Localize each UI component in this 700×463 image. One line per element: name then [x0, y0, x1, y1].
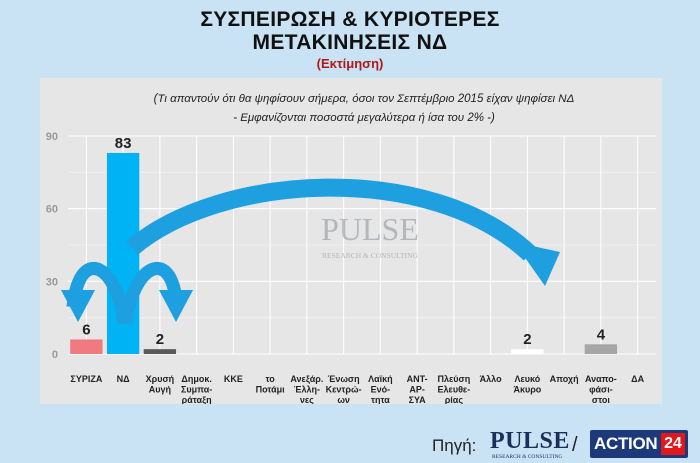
footer: Πηγή: PULSE RESEARCH & CONSULTING / ACTI… — [0, 412, 700, 463]
x-tick-label-line: Συμπα- — [181, 385, 212, 395]
data-label: 4 — [597, 326, 606, 343]
x-tick-label-line: νες — [300, 395, 314, 404]
x-tick-label-line: τητα — [371, 395, 390, 404]
x-tick-label-line: Κεντρώ- — [326, 385, 362, 395]
x-tick-label-line: ΣΥΑ — [409, 395, 427, 404]
x-tick-label: ΔΑ — [631, 374, 644, 384]
x-tick-label: Αποχή — [550, 374, 579, 384]
x-tick-label: ΣΥΡΙΖΑ — [70, 374, 102, 384]
source-label: Πηγή: — [432, 436, 477, 455]
x-tick-label: ΑΝΤ-ΑΡ-ΣΥΑ — [407, 374, 428, 404]
chart-subtitle: (Εκτίμηση) — [316, 56, 384, 71]
x-tick-label-line: ράταξη — [182, 395, 212, 404]
x-tick-label-line: στοι — [592, 395, 610, 404]
x-tick-label-line: Αναπο- — [585, 374, 617, 384]
x-tick-label-line: Πλεύση — [438, 374, 471, 384]
x-tick-label-line: Έλλη- — [294, 385, 320, 395]
watermark-tag: RESEARCH & CONSULTING — [322, 251, 419, 260]
x-tick-label-line: Ποτάμι — [256, 385, 286, 395]
arrow-to-golden-dawn — [119, 262, 183, 325]
watermark-word: PULSE — [321, 211, 419, 247]
x-tick-label: Ανεξάρ. Έλλη-νες — [290, 374, 323, 404]
x-tick-label-line: ΑΡ- — [409, 385, 425, 395]
y-tick-label: 0 — [52, 349, 58, 361]
x-tick-label-line: το — [265, 374, 275, 384]
x-tick-label-line: Αποχή — [550, 374, 579, 384]
x-tick-label-line: Λαϊκή — [368, 374, 393, 384]
x-tick-label: Χρυσή Αυγή — [146, 374, 174, 395]
x-tick-label-line: Δημοκ. — [181, 374, 212, 384]
bar — [584, 344, 618, 354]
x-tick-label: Ένωση Κεντρώ-ων — [326, 374, 362, 404]
data-label: 83 — [115, 135, 132, 152]
chart-title-line-1: ΣΥΣΠΕΙΡΩΣΗ & ΚΥΡΙΟΤΕΡΕΣ — [200, 8, 500, 31]
x-tick-label-line: ων — [337, 395, 350, 404]
watermark-pulse: PULSE RESEARCH & CONSULTING — [321, 211, 419, 260]
x-tick-label-line: Χρυσή — [146, 374, 174, 384]
x-tick-label: Άλλο — [480, 374, 502, 384]
data-label: 2 — [156, 331, 164, 348]
pulse-logo: PULSE RESEARCH & CONSULTING — [490, 426, 569, 462]
x-tick-label-line: ΣΥΡΙΖΑ — [70, 374, 102, 384]
y-tick-label: 90 — [46, 131, 58, 143]
bar — [511, 349, 544, 354]
x-tick-label-line: Αυγή — [149, 385, 171, 395]
pulse-logo-tag: RESEARCH & CONSULTING — [492, 454, 563, 460]
x-tick-label-line: Άκυρο — [513, 385, 541, 395]
bar — [70, 339, 103, 354]
bar — [143, 349, 177, 354]
labels-layer: 6 83 2 2 4 — [82, 135, 606, 348]
x-tick-label-line: φάσι- — [589, 385, 613, 395]
arrow-to-golden-dawn-head — [159, 290, 193, 322]
y-tick-label: 30 — [46, 276, 58, 288]
x-tick-label-line: ΝΔ — [117, 374, 130, 384]
x-tick-label: Αναπο-φάσι-στοι — [585, 374, 617, 404]
x-tick-label: ΚΚΕ — [224, 374, 243, 384]
x-tick-label-line: Ένωση — [328, 374, 360, 384]
x-tick-label-line: ΔΑ — [631, 374, 644, 384]
x-tick-label: Λαϊκή Ενό-τητα — [368, 374, 393, 404]
data-label: 6 — [82, 321, 90, 338]
action24-logo-word: ACTION — [594, 434, 658, 453]
chart-title-line-2: ΜΕΤΑΚΙΝΗΣΕΙΣ ΝΔ — [252, 31, 448, 54]
chart-panel: (Τι απαντούν ότι θα ψηφίσουν σήμερα, όσο… — [40, 78, 662, 405]
x-tick-label: Δημοκ. Συμπα-ράταξη — [181, 374, 212, 404]
y-tick-label: 60 — [46, 204, 58, 216]
x-tick-label-line: ρίας — [445, 395, 464, 404]
chart-note-line-1: (Τι απαντούν ότι θα ψηφίσουν σήμερα, όσο… — [154, 93, 575, 105]
x-tick-label: Πλεύση Ελευθε-ρίας — [438, 374, 471, 404]
chart-note-line-2: - Εμφανίζονται ποσοστά μεγαλύτερα ή ίσα … — [233, 112, 495, 124]
x-tick-label-line: Ανεξάρ. — [290, 374, 323, 384]
arrow-to-undecided — [126, 178, 537, 261]
arrow-to-syriza-head — [61, 290, 95, 322]
movement-arrows — [61, 178, 560, 325]
pulse-logo-word: PULSE — [490, 428, 570, 454]
action24-logo-number: 24 — [661, 433, 685, 455]
action24-logo: ACTION 24 — [590, 430, 688, 458]
arrow-to-undecided-head — [514, 242, 560, 286]
x-tick-label-line: Ενό- — [371, 385, 391, 395]
logo-separator: / — [572, 434, 578, 456]
x-tick-label: ΝΔ — [117, 374, 130, 384]
x-tick-label-line: ΚΚΕ — [224, 374, 243, 384]
data-label: 2 — [523, 331, 531, 348]
bar-chart: (Τι απαντούν ότι θα ψηφίσουν σήμερα, όσο… — [46, 93, 656, 405]
x-tick-label-line: Λευκό — [515, 374, 541, 384]
x-tick-label-line: Ελευθε- — [438, 385, 471, 395]
axis-layer: 0 30 60 90 ΣΥΡΙΖΑ ΝΔ Χρυσή Αυγή Δημοκ. Συμπα-ράτα… — [46, 131, 645, 405]
x-tick-label: Λευκό Άκυρο — [513, 374, 541, 395]
x-tick-label-line: Άλλο — [480, 374, 502, 384]
x-tick-label: το Ποτάμι — [256, 374, 286, 395]
x-tick-label-line: ΑΝΤ- — [407, 374, 428, 384]
